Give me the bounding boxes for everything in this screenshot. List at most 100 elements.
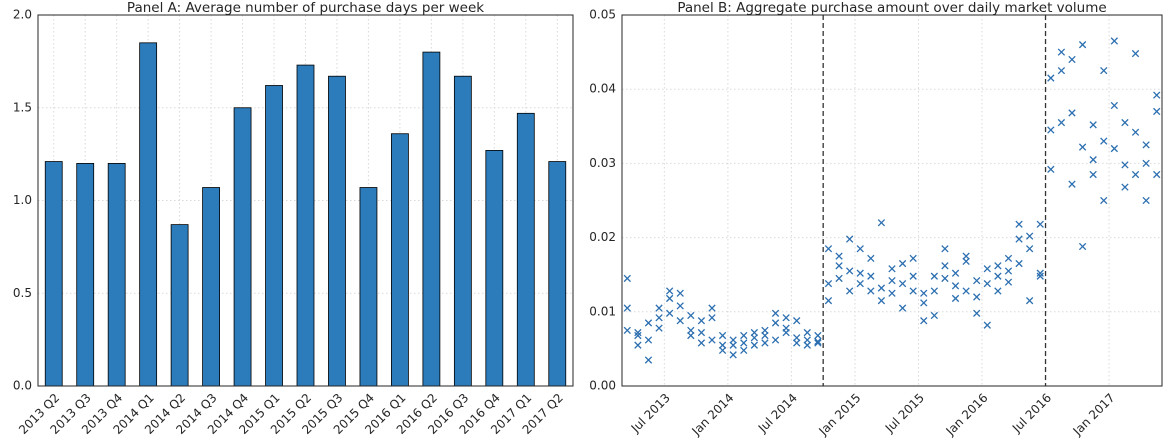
axes-frame [37,14,574,387]
point [1078,41,1087,49]
point [1110,144,1119,153]
point [1078,242,1087,251]
x-tick-label: Jan 2017 [1070,391,1118,439]
point [676,317,684,325]
point-stroke [718,346,727,355]
x-tick-label: Jan 2014 [688,391,736,439]
point-stroke [697,317,706,325]
point [687,331,695,340]
point [845,287,854,295]
point-stroke [697,328,706,337]
point-stroke [761,331,769,340]
point-stroke [665,287,674,295]
point-stroke [845,267,854,275]
point-stroke [962,287,970,295]
point [973,276,981,285]
point-stroke [1047,165,1055,173]
point [1025,297,1034,305]
point [856,279,864,288]
point [1004,267,1013,275]
point-stroke [1131,49,1140,58]
point [845,235,854,243]
y-tick-label: 0.05 [589,8,616,22]
point [983,279,991,288]
bar [265,85,283,387]
point-stroke [697,339,706,347]
point-stroke [1004,254,1013,263]
point [655,324,663,332]
point-stroke [962,257,970,266]
point [951,269,960,277]
point-stroke [729,351,737,359]
point [1121,161,1129,169]
point-stroke [877,284,886,292]
point-stroke [898,259,907,268]
point-stroke [655,304,663,312]
point [1068,55,1076,64]
point-stroke [1089,121,1097,129]
point [824,245,833,253]
point-stroke [835,262,843,270]
point-stroke [930,311,939,320]
bar [422,51,441,387]
point [930,311,939,320]
point-stroke [793,317,801,325]
point [761,339,769,347]
point-stroke [1121,183,1129,191]
point-stroke [1142,159,1150,168]
point [824,297,833,305]
point-stroke [634,331,642,340]
point-stroke [1036,272,1044,280]
point [909,287,917,295]
point [771,336,780,344]
point [623,326,631,335]
point-stroke [994,262,1002,270]
bar [44,161,63,387]
point [771,319,780,327]
point-stroke [941,274,949,283]
point-stroke [665,294,674,303]
point-stroke [740,339,748,347]
point [1015,220,1023,228]
point [1100,196,1108,205]
point [1004,254,1013,263]
point-stroke [729,336,737,344]
point-stroke [951,269,960,277]
point-stroke [771,309,780,317]
point-stroke [1153,107,1161,116]
point [782,328,790,337]
point [962,257,970,266]
y-tick-label: 0.03 [589,156,616,170]
point-stroke [1142,196,1150,205]
point-stroke [1142,141,1150,149]
point [1121,183,1129,191]
point-stroke [856,245,864,253]
point [1131,170,1140,179]
point-stroke [634,328,642,337]
point [877,219,886,227]
point-stroke [877,219,886,227]
point-stroke [973,293,981,301]
point-stroke [1068,109,1076,117]
point-stroke [623,326,631,335]
point [888,265,896,273]
point-stroke [1100,196,1108,205]
point [1100,137,1108,145]
point-stroke [1047,126,1055,134]
point [1121,118,1129,127]
point [962,252,970,260]
point [814,339,822,347]
point-stroke [761,339,769,347]
point-stroke [1100,66,1108,75]
point-stroke [655,314,663,322]
point [983,321,991,329]
point [1078,143,1087,151]
point-stroke [867,254,875,263]
point [623,274,631,283]
point-stroke [687,331,695,340]
bar [391,133,409,387]
point [1153,91,1161,99]
point-stroke [740,346,748,355]
point-stroke [644,319,653,327]
